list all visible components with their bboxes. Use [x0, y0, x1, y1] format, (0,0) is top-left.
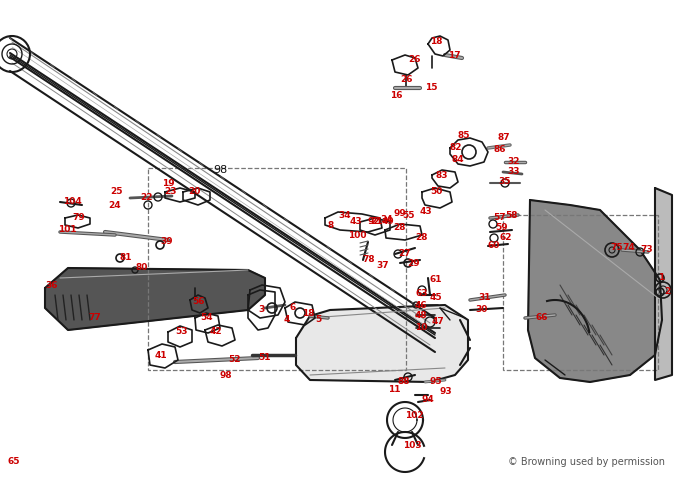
Text: 17: 17 — [448, 50, 460, 60]
Text: 82: 82 — [450, 144, 462, 153]
Text: 27: 27 — [398, 249, 410, 257]
Text: 56: 56 — [192, 298, 205, 307]
Text: 24: 24 — [108, 201, 121, 209]
Text: 59: 59 — [495, 224, 508, 232]
Text: 20: 20 — [188, 188, 200, 196]
Text: 46: 46 — [415, 300, 428, 310]
Text: 3: 3 — [258, 305, 264, 314]
Text: 33: 33 — [507, 168, 520, 177]
Text: 15: 15 — [425, 84, 437, 93]
Text: 18: 18 — [302, 309, 315, 317]
Polygon shape — [528, 200, 662, 382]
Text: 28: 28 — [393, 224, 406, 232]
Text: 57: 57 — [493, 214, 506, 223]
Text: 16: 16 — [390, 91, 402, 99]
Text: 77: 77 — [88, 313, 101, 323]
Text: 8: 8 — [328, 220, 334, 229]
Text: 50: 50 — [430, 188, 442, 196]
Text: 83: 83 — [436, 170, 448, 180]
Text: 48: 48 — [415, 311, 428, 320]
Text: 75: 75 — [610, 243, 622, 252]
Text: 6: 6 — [290, 302, 296, 312]
Text: 94: 94 — [422, 396, 435, 405]
Polygon shape — [296, 305, 468, 382]
Text: 34: 34 — [380, 216, 393, 225]
Text: 103: 103 — [403, 441, 422, 449]
Text: 81: 81 — [120, 252, 132, 262]
Text: 78: 78 — [362, 254, 375, 264]
Text: 99: 99 — [393, 208, 406, 217]
Polygon shape — [45, 268, 265, 330]
Text: 49: 49 — [382, 217, 395, 227]
Text: 28: 28 — [415, 233, 427, 242]
Text: 34: 34 — [338, 211, 350, 219]
Text: 41: 41 — [155, 350, 167, 360]
Text: 101: 101 — [58, 226, 77, 235]
Text: 62: 62 — [500, 233, 512, 242]
Text: 26: 26 — [400, 75, 412, 84]
Text: 30: 30 — [475, 305, 487, 314]
Text: 32: 32 — [507, 157, 520, 167]
Text: 22: 22 — [140, 192, 153, 202]
Text: 84: 84 — [452, 156, 464, 165]
Text: 60: 60 — [488, 241, 500, 251]
Text: 2: 2 — [664, 288, 670, 297]
Text: 52: 52 — [228, 356, 240, 364]
Text: 5: 5 — [315, 315, 321, 324]
Text: 79: 79 — [72, 214, 85, 223]
Text: 23: 23 — [164, 188, 176, 196]
Text: 102: 102 — [405, 410, 424, 420]
Text: 21: 21 — [370, 217, 383, 227]
Text: 11: 11 — [388, 385, 400, 395]
Text: 88: 88 — [398, 377, 410, 386]
Text: 54: 54 — [200, 313, 213, 323]
Text: 87: 87 — [497, 133, 510, 143]
Text: 65: 65 — [8, 457, 20, 467]
Text: 1: 1 — [658, 274, 664, 283]
Text: 85: 85 — [457, 131, 470, 140]
Text: 93: 93 — [440, 387, 453, 396]
Text: 10: 10 — [415, 324, 427, 333]
Text: 55: 55 — [402, 212, 414, 220]
Text: 42: 42 — [210, 327, 223, 336]
Text: 36: 36 — [45, 280, 57, 289]
Text: 73: 73 — [640, 245, 653, 254]
Text: 35: 35 — [498, 178, 510, 187]
Polygon shape — [655, 188, 672, 380]
Bar — [148, 168, 406, 370]
Text: 63: 63 — [415, 288, 427, 298]
Text: 26: 26 — [408, 56, 421, 64]
Text: 25: 25 — [110, 188, 122, 196]
Text: 86: 86 — [493, 145, 506, 155]
Text: 80: 80 — [135, 264, 147, 273]
Text: 61: 61 — [430, 276, 443, 285]
Text: 74: 74 — [622, 243, 634, 252]
Text: 98: 98 — [220, 371, 233, 380]
Text: 45: 45 — [430, 293, 443, 302]
Bar — [503, 215, 658, 370]
Text: 104: 104 — [63, 197, 82, 206]
Text: 98: 98 — [213, 165, 227, 175]
Text: 47: 47 — [432, 317, 445, 326]
Text: 66: 66 — [535, 313, 547, 323]
Text: 95: 95 — [430, 377, 443, 386]
Text: 43: 43 — [420, 207, 433, 216]
Text: © Browning used by permission: © Browning used by permission — [508, 457, 665, 467]
Text: 19: 19 — [162, 179, 175, 188]
Text: 4: 4 — [284, 315, 290, 324]
Text: 37: 37 — [376, 261, 389, 269]
Text: 92: 92 — [368, 217, 381, 227]
Text: 31: 31 — [478, 293, 491, 302]
Text: 58: 58 — [505, 212, 518, 220]
Text: 51: 51 — [258, 353, 271, 362]
Text: 100: 100 — [348, 230, 367, 240]
Text: 18: 18 — [430, 37, 443, 47]
Text: 53: 53 — [175, 327, 188, 336]
Text: 43: 43 — [350, 217, 362, 227]
Text: 29: 29 — [407, 259, 420, 267]
Text: 39: 39 — [160, 238, 173, 247]
